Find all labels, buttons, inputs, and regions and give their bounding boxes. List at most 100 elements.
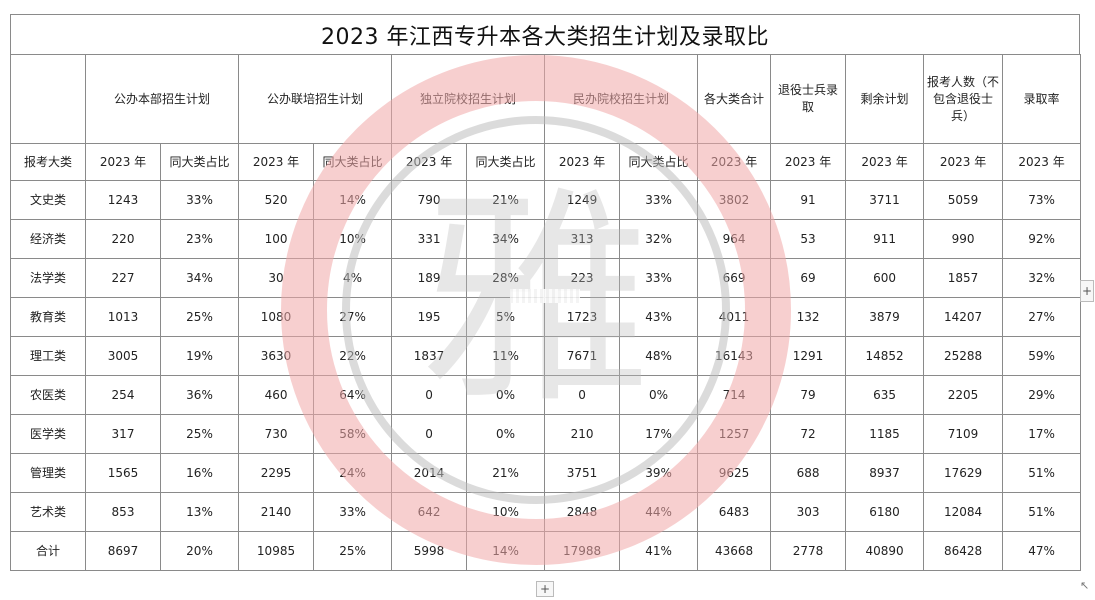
independent-count: 2014: [391, 453, 468, 493]
total-count: 964: [697, 219, 772, 259]
private-share: 33%: [619, 180, 699, 220]
public-main-count: 8697: [85, 531, 161, 571]
remaining-count: 1185: [845, 414, 925, 454]
veteran-count: 53: [770, 219, 847, 259]
applicants-count: 25288: [923, 336, 1004, 376]
independent-share: 28%: [466, 258, 546, 298]
admission-rate: 27%: [1002, 297, 1082, 337]
header-year: 2023 年: [697, 143, 772, 181]
applicants-count: 990: [923, 219, 1004, 259]
header-total: 各大类合计: [697, 54, 772, 144]
independent-share: 21%: [466, 453, 546, 493]
independent-share: 0%: [466, 414, 546, 454]
enrollment-table: 公办本部招生计划 公办联培招生计划 独立院校招生计划 民办院校招生计划 各大类合…: [10, 54, 1082, 571]
header-year: 2023 年: [238, 143, 315, 181]
admission-rate: 47%: [1002, 531, 1082, 571]
public-main-count: 1565: [85, 453, 161, 493]
private-share: 44%: [619, 492, 699, 532]
private-share: 41%: [619, 531, 699, 571]
header-applicants: 报考人数（不包含退役士兵）: [923, 54, 1004, 144]
independent-count: 0: [391, 375, 468, 415]
admission-rate: 73%: [1002, 180, 1082, 220]
spreadsheet-sheet: 2023 年江西专升本各大类招生计划及录取比 公办本部招生计划 公办联培招生计划…: [10, 14, 1082, 576]
header-veteran: 退役士兵录取: [770, 54, 847, 144]
category-cell: 文史类: [10, 180, 86, 220]
public-main-share: 34%: [159, 258, 240, 298]
applicants-count: 2205: [923, 375, 1004, 415]
public-joint-count: 730: [238, 414, 315, 454]
public-main-count: 227: [85, 258, 161, 298]
total-count: 9625: [697, 453, 772, 493]
header-group-public-main: 公办本部招生计划: [84, 54, 240, 144]
independent-share: 0%: [466, 375, 546, 415]
header-year: 2023 年: [1002, 143, 1082, 181]
admission-rate: 59%: [1002, 336, 1082, 376]
resize-corner-icon[interactable]: ↖: [1080, 579, 1090, 592]
public-joint-share: 33%: [313, 492, 393, 532]
public-joint-share: 10%: [313, 219, 393, 259]
header-year: 2023 年: [923, 143, 1004, 181]
public-joint-count: 2140: [238, 492, 315, 532]
public-joint-share: 64%: [313, 375, 393, 415]
header-share: 同大类占比: [619, 143, 699, 181]
veteran-count: 1291: [770, 336, 847, 376]
admission-rate: 92%: [1002, 219, 1082, 259]
public-joint-count: 10985: [238, 531, 315, 571]
private-count: 0: [544, 375, 621, 415]
public-main-share: 16%: [159, 453, 240, 493]
remaining-count: 635: [845, 375, 925, 415]
remaining-count: 6180: [845, 492, 925, 532]
public-joint-count: 460: [238, 375, 315, 415]
total-count: 1257: [697, 414, 772, 454]
private-count: 2848: [544, 492, 621, 532]
total-count: 16143: [697, 336, 772, 376]
public-main-share: 13%: [159, 492, 240, 532]
remaining-count: 911: [845, 219, 925, 259]
public-joint-share: 58%: [313, 414, 393, 454]
independent-count: 189: [391, 258, 468, 298]
veteran-count: 69: [770, 258, 847, 298]
independent-count: 0: [391, 414, 468, 454]
header-group-private: 民办院校招生计划: [544, 54, 699, 144]
public-joint-count: 2295: [238, 453, 315, 493]
category-cell: 管理类: [10, 453, 86, 493]
header-category: 报考大类: [10, 143, 86, 181]
admission-rate: 29%: [1002, 375, 1082, 415]
independent-share: 5%: [466, 297, 546, 337]
table-row: 理工类 3005 19% 3630 22% 1837 11% 7671 48% 16143 1291…: [10, 336, 1082, 376]
remaining-count: 3879: [845, 297, 925, 337]
expand-row-handle[interactable]: +: [536, 581, 554, 597]
header-year: 2023 年: [544, 143, 621, 181]
veteran-count: 2778: [770, 531, 847, 571]
public-main-count: 853: [85, 492, 161, 532]
veteran-count: 79: [770, 375, 847, 415]
total-count: 714: [697, 375, 772, 415]
public-main-count: 1013: [85, 297, 161, 337]
header-rate: 录取率: [1002, 54, 1082, 144]
remaining-count: 40890: [845, 531, 925, 571]
private-count: 223: [544, 258, 621, 298]
public-joint-share: 4%: [313, 258, 393, 298]
public-main-count: 317: [85, 414, 161, 454]
independent-share: 10%: [466, 492, 546, 532]
veteran-count: 303: [770, 492, 847, 532]
applicants-count: 12084: [923, 492, 1004, 532]
public-joint-count: 1080: [238, 297, 315, 337]
remaining-count: 14852: [845, 336, 925, 376]
remaining-count: 600: [845, 258, 925, 298]
header-group-independent: 独立院校招生计划: [391, 54, 546, 144]
header-share: 同大类占比: [159, 143, 240, 181]
total-count: 6483: [697, 492, 772, 532]
applicants-count: 5059: [923, 180, 1004, 220]
public-joint-count: 520: [238, 180, 315, 220]
expand-column-handle[interactable]: +: [1080, 280, 1094, 302]
private-count: 17988: [544, 531, 621, 571]
private-count: 313: [544, 219, 621, 259]
header-remaining: 剩余计划: [845, 54, 925, 144]
total-count: 4011: [697, 297, 772, 337]
independent-share: 21%: [466, 180, 546, 220]
private-share: 32%: [619, 219, 699, 259]
independent-share: 14%: [466, 531, 546, 571]
independent-count: 195: [391, 297, 468, 337]
private-share: 33%: [619, 258, 699, 298]
